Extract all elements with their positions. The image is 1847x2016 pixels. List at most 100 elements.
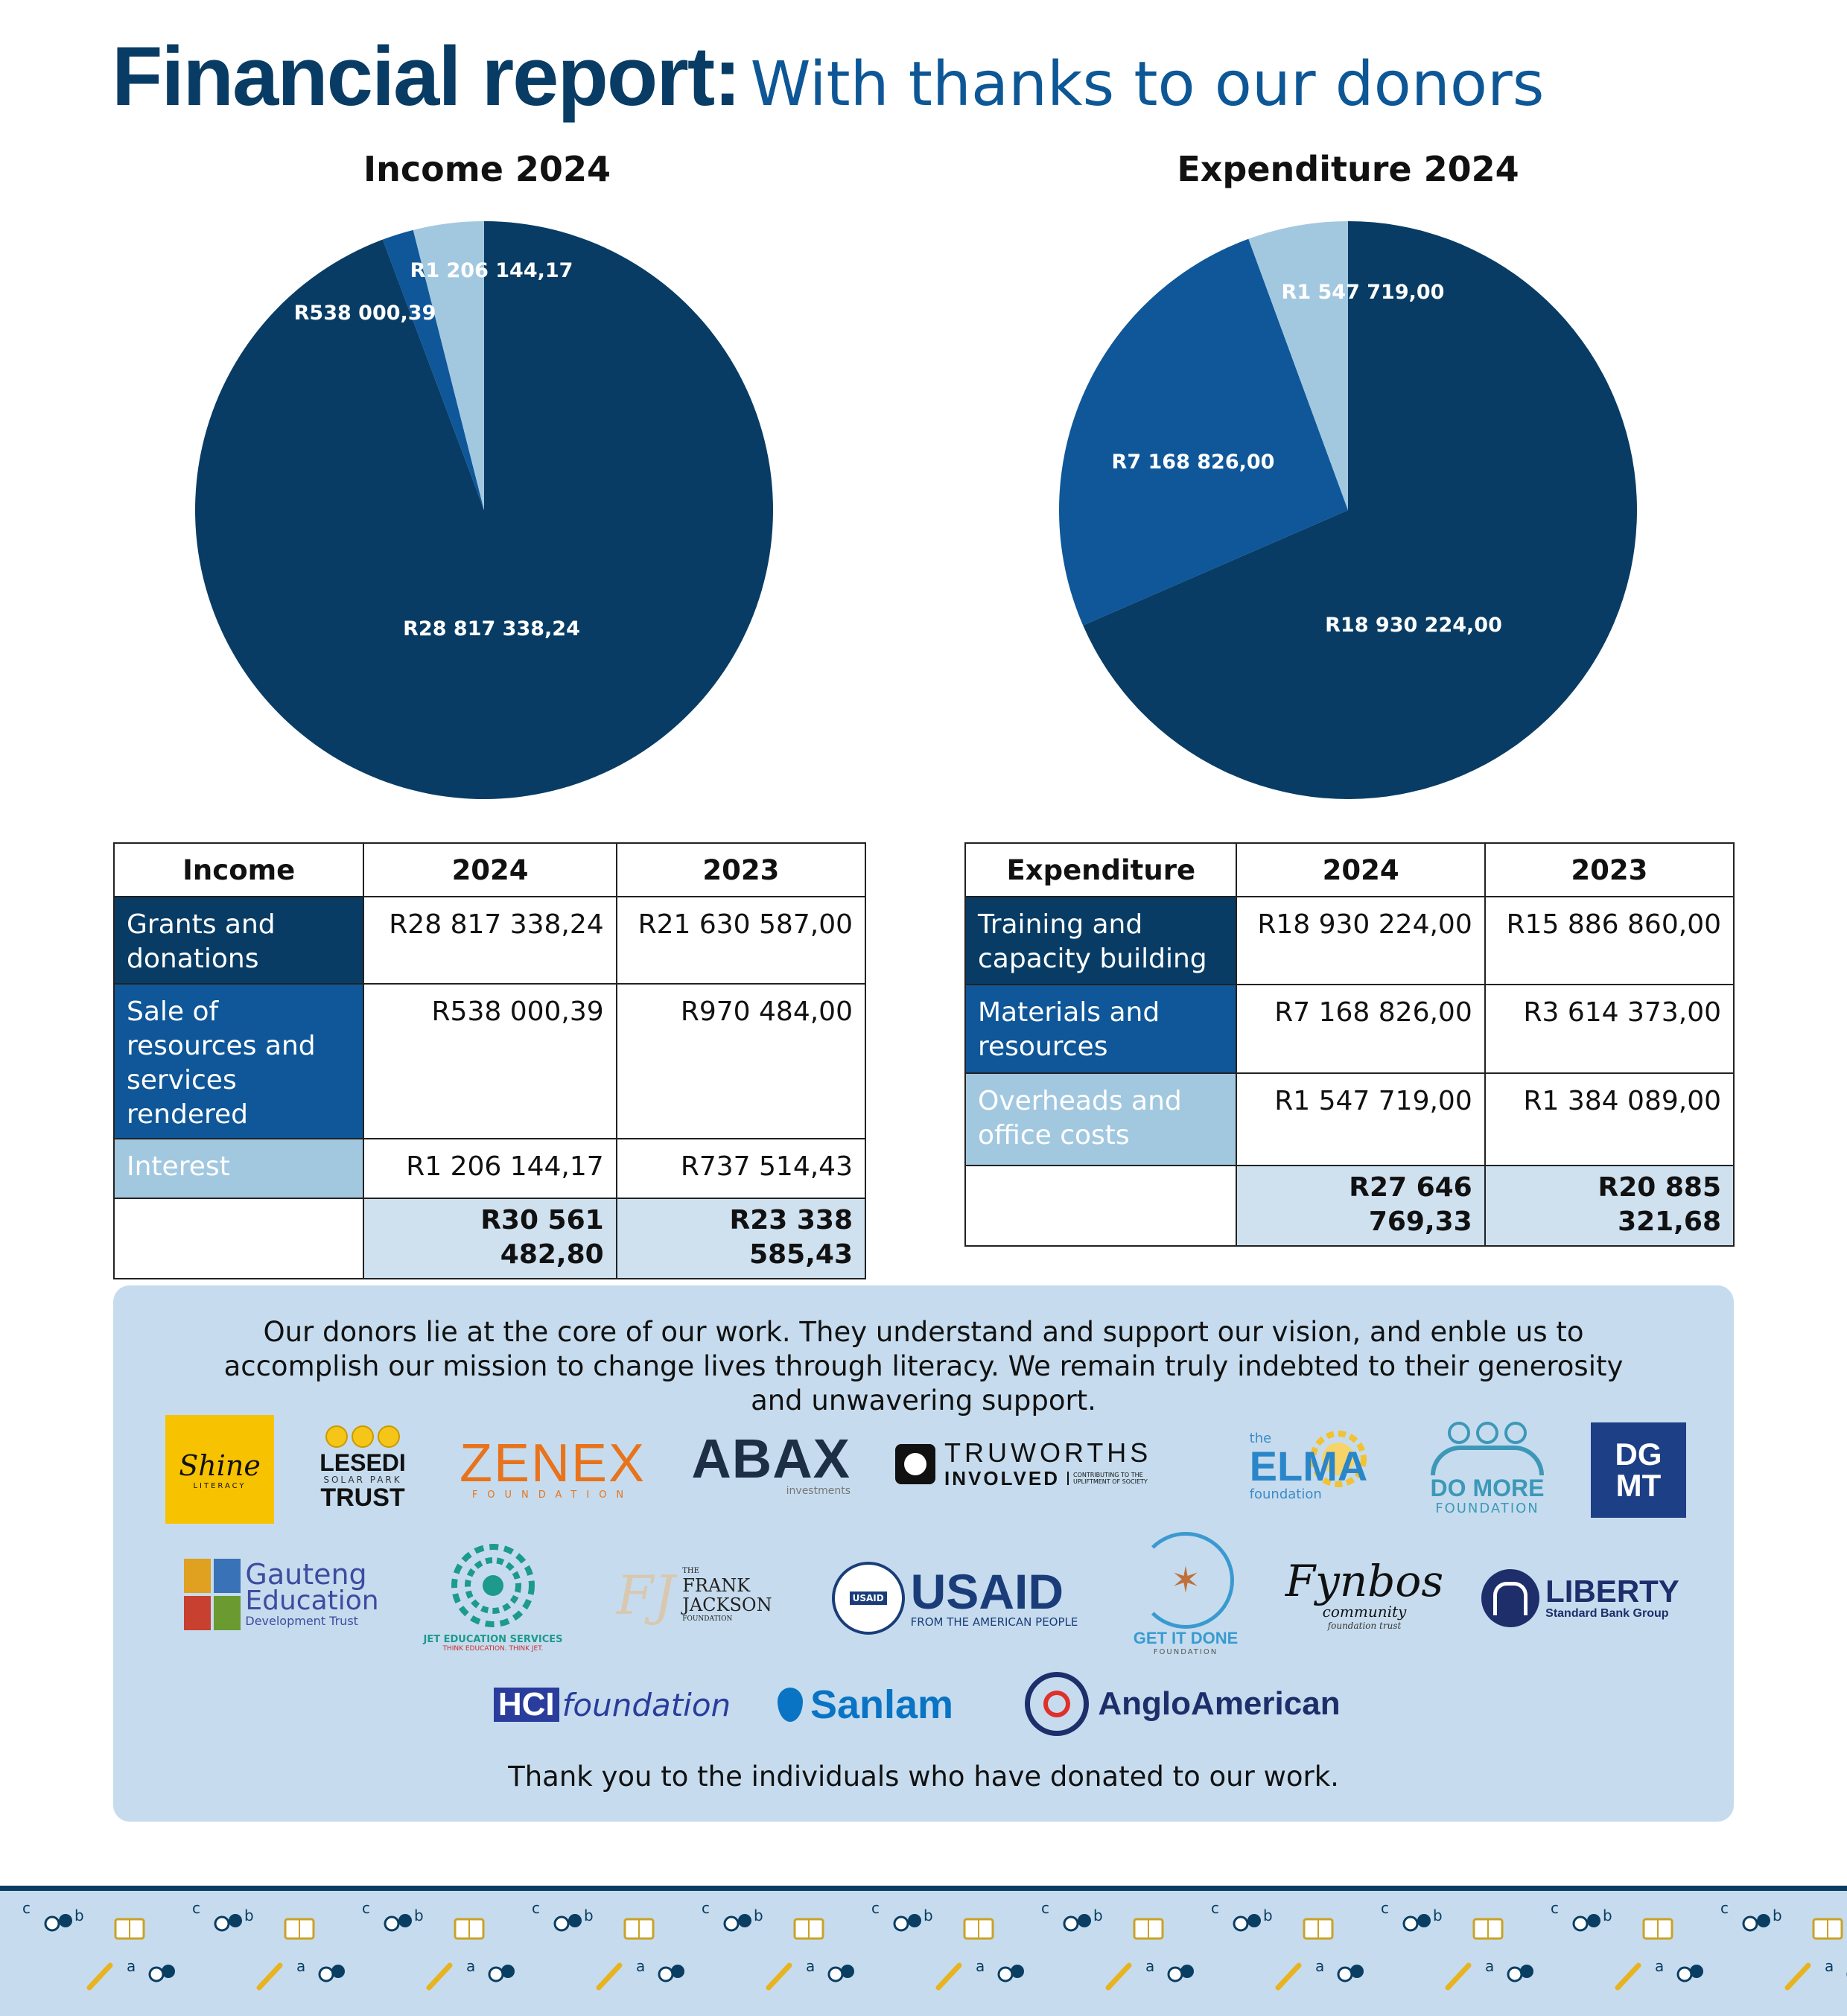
fynbos-logo: Fynbos community foundation trust xyxy=(1285,1543,1443,1647)
pencil-icon xyxy=(766,1962,792,1991)
fynbos-logo-sub: community xyxy=(1322,1603,1407,1621)
face-icon xyxy=(1742,1914,1770,1932)
dgmt-logo: DG MT xyxy=(1591,1422,1686,1518)
col-header-expenditure: Expenditure xyxy=(964,842,1238,897)
abax-logo: ABAX investments xyxy=(687,1431,851,1498)
pencil-icon xyxy=(596,1962,623,1991)
face-icon xyxy=(723,1914,751,1932)
col-header-2023: 2023 xyxy=(1484,842,1735,897)
footer-letter: b xyxy=(244,1907,254,1924)
pencil-icon xyxy=(426,1962,453,1991)
income-slice-label-0: R28 817 338,24 xyxy=(403,617,580,640)
footer-letter: c xyxy=(1551,1899,1559,1917)
book-icon xyxy=(1642,1918,1673,1940)
face-icon xyxy=(1507,1965,1533,1982)
hci-logo-mark: HCI xyxy=(493,1688,559,1722)
face-icon xyxy=(1337,1965,1364,1982)
total-2024: R30 561 482,80 xyxy=(363,1198,617,1279)
elma-logo: the ELMA foundation xyxy=(1223,1418,1394,1515)
truworths-line3: CONTRIBUTING TO THE UPLIFTMENT OF SOCIET… xyxy=(1066,1472,1170,1485)
pencil-icon xyxy=(1445,1962,1472,1991)
lesedi-logo: LESEDI SOLAR PARK TRUST xyxy=(314,1419,411,1516)
table-header-row: Expenditure 2024 2023 xyxy=(964,842,1735,897)
face-icon xyxy=(893,1914,921,1932)
face-icon xyxy=(997,1965,1024,1982)
footer-letter: a xyxy=(1315,1957,1324,1975)
table-header-row: Income 2024 2023 xyxy=(112,842,867,897)
col-header-2024: 2024 xyxy=(363,842,617,897)
people-icon xyxy=(1448,1421,1527,1444)
frank-jackson-line2: FRANK xyxy=(682,1575,751,1596)
col-header-2023: 2023 xyxy=(615,842,867,897)
footer-letter: a xyxy=(296,1957,305,1975)
face-icon xyxy=(384,1914,412,1932)
book-icon xyxy=(1133,1918,1164,1940)
abax-logo-sub: investments xyxy=(786,1485,851,1497)
expenditure-chart-title: Expenditure 2024 xyxy=(1177,149,1519,189)
footer-letter: b xyxy=(584,1907,594,1924)
face-icon xyxy=(1167,1965,1194,1982)
gauteng-line2: Education xyxy=(245,1586,379,1616)
table-total-row: R27 646 769,33 R20 885 321,68 xyxy=(964,1165,1735,1247)
footer-letter: b xyxy=(924,1907,933,1924)
truworths-hexagon-icon xyxy=(895,1444,935,1484)
expenditure-slice-label-1: R7 168 826,00 xyxy=(1112,451,1275,474)
book-icon xyxy=(963,1918,994,1940)
expenditure-pie-chart: R18 930 224,00 R7 168 826,00 R1 547 719,00 xyxy=(1059,221,1637,799)
footer-letter: c xyxy=(1211,1899,1219,1917)
abax-logo-text: ABAX xyxy=(691,1428,851,1489)
book-icon xyxy=(1812,1918,1843,1940)
pencil-icon xyxy=(1105,1962,1132,1991)
hci-logo: HCI foundation xyxy=(486,1671,739,1738)
footer-letter: c xyxy=(871,1899,880,1917)
expenditure-slice-2 xyxy=(1248,221,1348,510)
face-icon xyxy=(1676,1965,1703,1982)
pencil-icon xyxy=(256,1962,283,1991)
total-2024: R27 646 769,33 xyxy=(1236,1165,1486,1247)
footer-letter: a xyxy=(1485,1957,1494,1975)
frank-jackson-line4: FOUNDATION xyxy=(682,1615,733,1623)
row-label-overheads: Overheads and office costs xyxy=(964,1072,1238,1166)
pencil-icon xyxy=(935,1962,962,1991)
usaid-logo: USAID USAID FROM THE AMERICAN PEOPLE xyxy=(828,1561,1081,1635)
gauteng-line3: Development Trust xyxy=(245,1614,358,1628)
zenex-logo: ZENEX FOUNDATION xyxy=(460,1431,644,1506)
donor-panel: Our donors lie at the core of our work. … xyxy=(113,1285,1734,1822)
liberty-emblem-icon xyxy=(1481,1569,1540,1627)
footer-letter: a xyxy=(466,1957,475,1975)
liberty-logo-sub: Standard Bank Group xyxy=(1545,1607,1669,1620)
donor-intro-text: Our donors lie at the core of our work. … xyxy=(223,1316,1624,1416)
table-row: Interest R1 206 144,17 R737 514,43 xyxy=(112,1138,867,1199)
footer-letter: b xyxy=(1093,1907,1103,1924)
footer-letter: b xyxy=(754,1907,763,1924)
shine-logo-sub: LITERACY xyxy=(193,1481,247,1490)
elma-pre: the xyxy=(1249,1431,1272,1446)
jet-swirl-icon xyxy=(451,1543,535,1627)
domore-logo-text: DO MORE xyxy=(1430,1474,1545,1501)
income-chart-title: Income 2024 xyxy=(363,149,611,189)
footer-letter: b xyxy=(1773,1907,1782,1924)
domore-logo: DO MORE FOUNDATION xyxy=(1424,1416,1551,1521)
cell-value: R538 000,39 xyxy=(363,983,617,1139)
shine-logo: Shine LITERACY xyxy=(165,1415,274,1524)
book-icon xyxy=(454,1918,485,1940)
sanlam-logo-text: Sanlam xyxy=(810,1682,954,1727)
truworths-line2: INVOLVED xyxy=(944,1466,1060,1489)
title-sub: With thanks to our donors xyxy=(750,49,1545,120)
face-icon xyxy=(1063,1914,1091,1932)
dgmt-line2: MT xyxy=(1615,1468,1662,1503)
income-slice-2 xyxy=(413,221,484,510)
footer-letter: b xyxy=(74,1907,84,1924)
fynbos-logo-sub2: foundation trust xyxy=(1327,1621,1402,1631)
pencil-icon xyxy=(1615,1962,1641,1991)
liberty-logo-text: LIBERTY xyxy=(1545,1574,1679,1609)
face-icon xyxy=(148,1965,175,1982)
footer-letter: a xyxy=(976,1957,985,1975)
face-icon xyxy=(827,1965,854,1982)
footer-letter: b xyxy=(1263,1907,1273,1924)
gauteng-blocks-icon xyxy=(184,1559,241,1630)
getitdone-logo: ✶ GET IT DONE FOUNDATION xyxy=(1111,1527,1260,1661)
table-row: Grants and donations R28 817 338,24 R21 … xyxy=(112,896,867,985)
row-label-grants: Grants and donations xyxy=(112,896,365,985)
dgmt-line1: DG xyxy=(1615,1437,1662,1472)
